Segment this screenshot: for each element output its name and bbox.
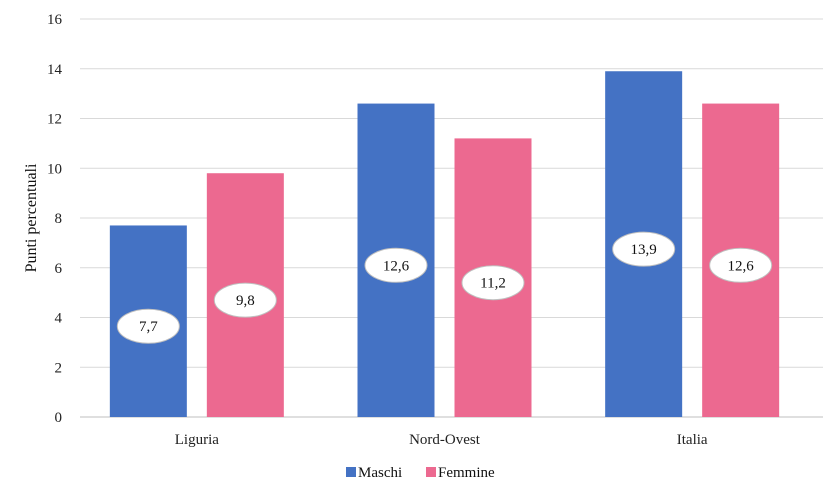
data-label-bubble [709,247,773,283]
legend-swatch [426,467,436,477]
data-label-bubble [612,231,676,267]
x-axis-category-label: Italia [677,432,708,448]
y-tick-label: 0 [55,410,63,426]
y-axis-title: Punti percentuali [23,163,40,272]
legend-swatch [346,467,356,477]
y-axis-ticks: 0 2 4 6 8 10 12 14 16 [47,12,63,426]
data-label: 12,6 [383,258,410,274]
y-tick-label: 10 [47,161,62,177]
bars: 7,7 9,8 12,6 11,2 13,9 12,6 [109,71,780,418]
x-axis-labels: Liguria Nord-Ovest Italia [175,432,708,448]
data-label: 9,8 [236,293,255,309]
data-label: 11,2 [480,276,506,292]
data-label-bubble [116,308,180,344]
y-tick-label: 8 [55,211,63,227]
legend-label: Femmine [438,465,495,481]
legend-label: Maschi [358,465,402,481]
data-label-bubble [213,282,277,318]
data-label: 7,7 [139,319,158,335]
y-tick-label: 6 [55,261,63,277]
y-tick-label: 14 [47,62,63,78]
y-tick-label: 16 [47,12,63,28]
gridlines [80,18,823,418]
data-label-bubble [364,247,428,283]
y-tick-label: 12 [47,112,62,128]
x-axis-category-label: Nord-Ovest [409,432,481,448]
data-label: 13,9 [631,242,657,258]
legend: Maschi Femmine [346,465,495,481]
y-tick-label: 2 [55,360,63,376]
x-axis-category-label: Liguria [175,432,219,448]
data-label: 12,6 [728,258,755,274]
data-label-bubble [461,265,525,301]
y-tick-label: 4 [55,311,63,327]
